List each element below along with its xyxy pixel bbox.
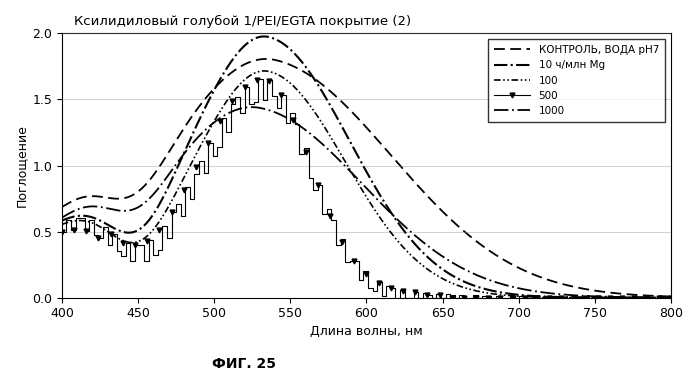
100: [667, 296, 675, 300]
Text: ФИГ. 25: ФИГ. 25: [212, 357, 276, 371]
X-axis label: Длина волны, нм: Длина волны, нм: [310, 324, 423, 338]
Line: 10 ч/млн Mg: 10 ч/млн Mg: [62, 36, 671, 298]
10 ч/млн Mg: [354, 155, 362, 159]
100: [58, 222, 66, 226]
10 ч/млн Mg: [667, 296, 675, 300]
КОНТРОЛЬ, ВОДА pH7: [649, 294, 658, 298]
10 ч/млн Mg: [649, 296, 658, 300]
1000: [649, 295, 658, 300]
500: [667, 296, 675, 300]
500: [192, 165, 200, 169]
500: [447, 296, 456, 300]
100: [649, 296, 658, 300]
1000: [338, 161, 346, 165]
КОНТРОЛЬ, ВОДА pH7: [537, 275, 546, 280]
10 ч/млн Mg: [260, 34, 268, 39]
100: [354, 182, 362, 186]
10 ч/млн Mg: [338, 125, 346, 129]
КОНТРОЛЬ, ВОДА pH7: [667, 294, 675, 299]
Text: Ксилидиловый голубой 1/PEI/EGTA покрытие (2): Ксилидиловый голубой 1/PEI/EGTA покрытие…: [74, 15, 411, 28]
Line: КОНТРОЛЬ, ВОДА pH7: КОНТРОЛЬ, ВОДА pH7: [62, 59, 671, 297]
100: [338, 154, 346, 159]
Line: 100: 100: [62, 71, 671, 298]
10 ч/млн Mg: [649, 296, 658, 300]
КОНТРОЛЬ, ВОДА pH7: [262, 57, 270, 61]
КОНТРОЛЬ, ВОДА pH7: [89, 194, 97, 198]
1000: [667, 295, 675, 300]
100: [260, 69, 269, 73]
1000: [89, 204, 97, 209]
100: [537, 295, 546, 299]
КОНТРОЛЬ, ВОДА pH7: [58, 205, 66, 209]
КОНТРОЛЬ, ВОДА pH7: [354, 117, 362, 121]
500: [521, 296, 529, 300]
Legend: КОНТРОЛЬ, ВОДА pH7, 10 ч/млн Mg, 100, 500, 1000: КОНТРОЛЬ, ВОДА pH7, 10 ч/млн Mg, 100, 50…: [487, 39, 665, 122]
500: [655, 296, 663, 300]
10 ч/млн Mg: [58, 218, 66, 223]
1000: [649, 295, 658, 300]
КОНТРОЛЬ, ВОДА pH7: [338, 100, 346, 105]
100: [89, 221, 97, 225]
КОНТРОЛЬ, ВОДА pH7: [649, 294, 658, 298]
1000: [354, 177, 362, 182]
500: [484, 296, 493, 300]
100: [649, 296, 658, 300]
1000: [58, 215, 66, 220]
10 ч/млн Mg: [537, 294, 546, 298]
Line: 500: 500: [59, 77, 674, 300]
500: [265, 79, 273, 83]
500: [253, 77, 261, 82]
500: [240, 85, 248, 89]
500: [58, 230, 66, 234]
Line: 1000: 1000: [62, 107, 671, 297]
Y-axis label: Поглощение: Поглощение: [15, 124, 28, 207]
1000: [537, 290, 546, 294]
10 ч/млн Mg: [89, 215, 97, 220]
1000: [248, 105, 256, 110]
